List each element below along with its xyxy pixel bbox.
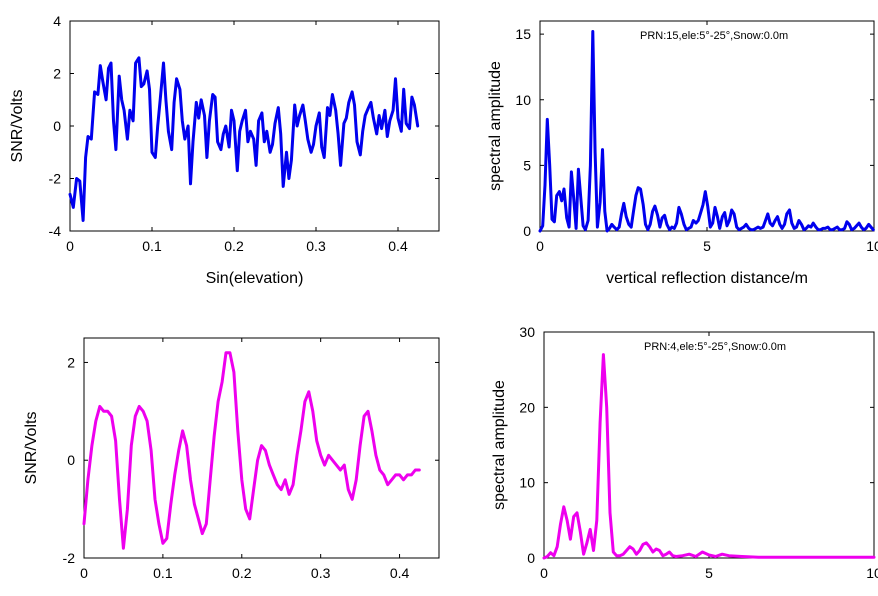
x-tick-label: 0 xyxy=(536,238,544,254)
y-axis-label: spectral amplitude xyxy=(491,380,508,510)
y-tick-label: 0 xyxy=(67,452,75,468)
y-tick-label: 30 xyxy=(519,324,535,340)
x-tick-label: 0.1 xyxy=(153,565,173,581)
y-tick-label: 0 xyxy=(53,118,61,134)
x-tick-label: 0.3 xyxy=(311,565,331,581)
plot-annotation: PRN:15,ele:5°-25°,Snow:0.0m xyxy=(640,30,788,42)
chart-panel-4: 05100102030vertical reflection distance/… xyxy=(491,324,878,581)
y-tick-label: 10 xyxy=(515,92,531,108)
y-tick-label: -2 xyxy=(63,550,76,566)
y-tick-label: 2 xyxy=(67,354,75,370)
x-tick-label: 0.2 xyxy=(232,565,252,581)
x-tick-label: 10 xyxy=(866,238,878,254)
x-tick-label: 0.1 xyxy=(142,238,162,254)
x-axis-label: vertical reflection distance/m xyxy=(606,270,808,287)
plot-frame xyxy=(543,331,875,559)
x-tick-label: 10 xyxy=(866,565,878,581)
series-line-1 xyxy=(538,30,875,233)
chart-panel-1: 0 0.1 0.2 0.3 0.4 -4 -2 0 2 4 Sin(elevation) SNR/Vo… xyxy=(9,13,440,287)
y-tick-label: 10 xyxy=(519,475,535,491)
x-tick-label: 5 xyxy=(705,565,713,581)
chart-panel-3: 00.10.20.30.4-202Sin(elevation)SNR/Volts xyxy=(23,337,440,581)
x-axis-label: Sin(elevation) xyxy=(206,270,304,287)
x-tick-label: 0.3 xyxy=(306,238,326,254)
y-tick-label: 0 xyxy=(523,223,531,239)
y-axis-label: SNR/Volts xyxy=(9,90,26,163)
y-tick-label: 5 xyxy=(523,157,531,173)
x-tick-label: 0 xyxy=(80,565,88,581)
plot-frame xyxy=(83,337,440,559)
x-tick-label: 0.4 xyxy=(388,238,408,254)
series-line-1 xyxy=(68,56,420,222)
x-tick-label: 0.2 xyxy=(224,238,244,254)
x-tick-label: 0.4 xyxy=(390,565,410,581)
series-line-1 xyxy=(542,353,876,560)
y-axis-label: SNR/Volts xyxy=(23,412,40,485)
y-tick-label: 20 xyxy=(519,399,535,415)
x-tick-label: 0 xyxy=(540,565,548,581)
y-tick-label: -4 xyxy=(49,223,62,239)
y-tick-label: 15 xyxy=(515,26,531,42)
y-tick-label: -2 xyxy=(49,171,62,187)
series-line-1 xyxy=(82,351,421,550)
y-tick-label: 0 xyxy=(527,550,535,566)
y-axis-label: spectral amplitude xyxy=(487,61,504,191)
x-tick-label: 5 xyxy=(703,238,711,254)
y-tick-label: 2 xyxy=(53,66,61,82)
y-tick-label: 4 xyxy=(53,13,61,29)
chart-panel-2: 0 5 10 0 5 10 15 vertical reflection distance/m… xyxy=(487,20,878,287)
plot-annotation: PRN:4,ele:5°-25°,Snow:0.0m xyxy=(644,341,786,353)
x-tick-label: 0 xyxy=(66,238,74,254)
